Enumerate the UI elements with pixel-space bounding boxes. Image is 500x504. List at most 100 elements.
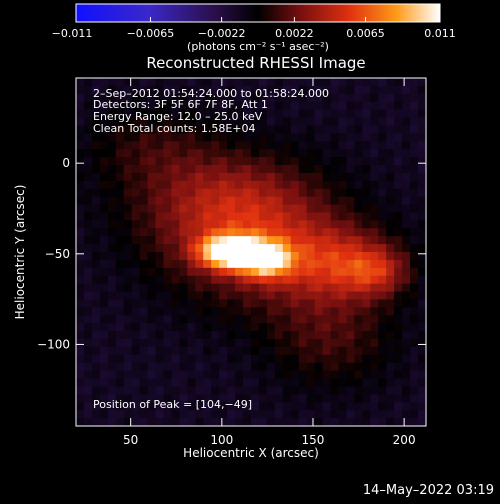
heatmap-cell — [147, 378, 157, 388]
heatmap-cell — [346, 188, 355, 198]
heatmap-cell — [123, 220, 133, 229]
heatmap-cell — [195, 315, 204, 324]
heatmap-cell — [362, 101, 371, 111]
heatmap-cell — [123, 196, 133, 206]
heatmap-cell — [211, 346, 220, 356]
heatmap-cell — [211, 101, 220, 111]
heatmap-cell — [386, 157, 395, 166]
heatmap-cell — [354, 410, 363, 419]
heatmap-cell — [266, 267, 276, 277]
heatmap-cell — [402, 101, 411, 111]
heatmap-cell — [410, 386, 419, 395]
heatmap-cell — [107, 228, 117, 237]
heatmap-cell — [418, 196, 427, 206]
heatmap-cell — [338, 339, 348, 348]
heatmap-cell — [402, 196, 411, 206]
heatmap-cell — [251, 283, 260, 293]
heatmap-cell — [131, 117, 141, 127]
heatmap-cell — [195, 307, 204, 316]
heatmap-cell — [139, 236, 149, 245]
heatmap-cell — [290, 228, 300, 237]
heatmap-cell — [91, 259, 101, 269]
heatmap-cell — [362, 212, 371, 221]
heatmap-cell — [410, 378, 419, 388]
heatmap-cell — [219, 244, 228, 253]
heatmap-cell — [139, 172, 149, 182]
heatmap-cell — [83, 125, 93, 134]
heatmap-cell — [362, 323, 371, 332]
heatmap-cell — [370, 141, 379, 150]
heatmap-cell — [123, 157, 133, 166]
heatmap-cell — [107, 331, 117, 340]
heatmap-cell — [83, 259, 93, 269]
heatmap-cell — [235, 354, 244, 364]
heatmap-cell — [187, 378, 196, 388]
heatmap-cell — [107, 323, 117, 332]
heatmap-cell — [83, 196, 93, 206]
heatmap-cell — [330, 291, 340, 301]
heatmap-cell — [274, 236, 284, 245]
heatmap-cell — [107, 299, 117, 308]
heatmap-cell — [346, 109, 355, 119]
heatmap-cell — [115, 93, 125, 103]
heatmap-cell — [179, 109, 188, 119]
heatmap-cell — [147, 259, 157, 269]
heatmap-cell — [346, 410, 355, 419]
heatmap-cell — [99, 299, 109, 308]
heatmap-cell — [386, 117, 395, 127]
heatmap-cell — [227, 346, 236, 356]
heatmap-cell — [266, 378, 276, 388]
heatmap-cell — [394, 149, 403, 158]
heatmap-cell — [378, 267, 387, 277]
heatmap-cell — [266, 299, 276, 308]
heatmap-cell — [370, 394, 379, 403]
heatmap-cell — [338, 402, 348, 411]
heatmap-cell — [330, 93, 340, 103]
heatmap-cell — [155, 141, 165, 150]
heatmap-cell — [338, 236, 348, 245]
heatmap-cell — [258, 307, 268, 316]
heatmap-cell — [346, 346, 355, 356]
heatmap-cell — [314, 212, 324, 221]
heatmap-cell — [179, 196, 188, 206]
heatmap-cell — [251, 331, 260, 340]
heatmap-cell — [211, 331, 220, 340]
heatmap-cell — [346, 291, 355, 301]
heatmap-cell — [163, 370, 173, 380]
heatmap-cell — [314, 180, 324, 190]
heatmap-cell — [115, 157, 125, 166]
heatmap-cell — [99, 204, 109, 214]
heatmap-cell — [370, 212, 379, 221]
heatmap-cell — [203, 220, 212, 229]
heatmap-cell — [386, 180, 395, 190]
heatmap-cell — [251, 78, 260, 87]
heatmap-cell — [346, 275, 355, 285]
heatmap-cell — [330, 244, 340, 253]
heatmap-cell — [266, 78, 276, 87]
heatmap-cell — [115, 172, 125, 182]
heatmap-cell — [123, 323, 133, 332]
heatmap-cell — [378, 252, 387, 261]
heatmap-cell — [410, 259, 419, 269]
heatmap-cell — [386, 165, 395, 174]
heatmap-cell — [171, 315, 180, 324]
heatmap-cell — [251, 354, 260, 364]
heatmap-cell — [91, 370, 101, 380]
heatmap-cell — [410, 418, 419, 427]
heatmap-cell — [76, 149, 85, 158]
heatmap-cell — [227, 236, 236, 245]
heatmap-cell — [243, 291, 252, 301]
heatmap-cell — [418, 157, 427, 166]
heatmap-cell — [227, 275, 236, 285]
heatmap-cell — [274, 378, 284, 388]
heatmap-cell — [274, 204, 284, 214]
heatmap-cell — [131, 267, 141, 277]
heatmap-cell — [418, 165, 427, 174]
heatmap-cell — [227, 188, 236, 198]
heatmap-cell — [298, 244, 308, 253]
heatmap-cell — [274, 117, 284, 127]
heatmap-cell — [163, 236, 173, 245]
heatmap-cell — [410, 172, 419, 182]
heatmap-cell — [147, 93, 157, 103]
heatmap-cell — [402, 157, 411, 166]
